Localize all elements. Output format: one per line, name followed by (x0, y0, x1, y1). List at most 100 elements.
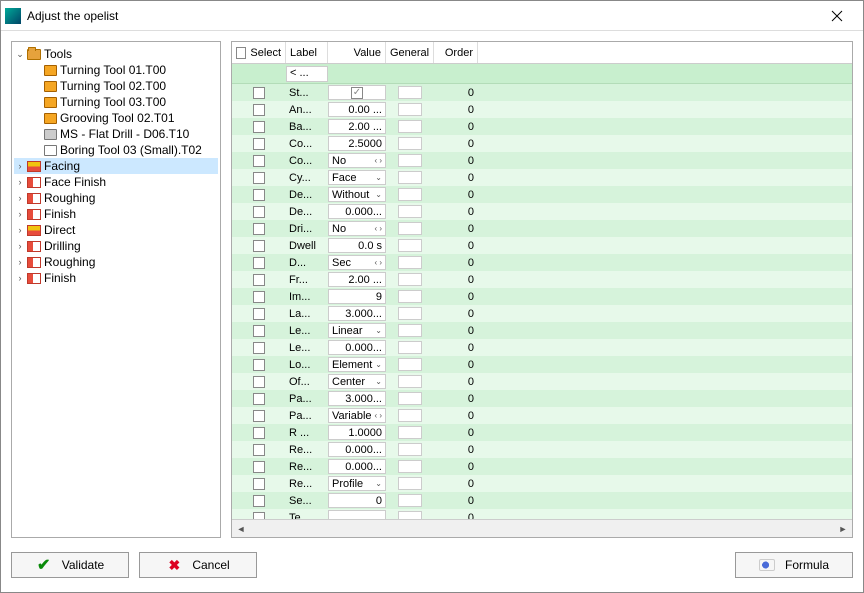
general-field[interactable] (398, 290, 422, 303)
row-checkbox[interactable] (253, 376, 265, 388)
cancel-button[interactable]: ✖ Cancel (139, 552, 257, 578)
row-value[interactable]: No‹ › (328, 221, 386, 236)
row-checkbox[interactable] (253, 325, 265, 337)
row-value[interactable]: 0.000... (328, 340, 386, 355)
general-field[interactable] (398, 188, 422, 201)
chevron-down-icon[interactable]: ⌄ (375, 360, 382, 369)
general-field[interactable] (398, 392, 422, 405)
row-value[interactable]: 0.00 ... (328, 102, 386, 117)
tree-node[interactable]: ›Roughing (14, 190, 218, 206)
chevron-down-icon[interactable]: ⌄ (375, 326, 382, 335)
toprow-label[interactable]: < ... (286, 66, 328, 82)
general-field[interactable] (398, 222, 422, 235)
select-all-checkbox[interactable] (236, 47, 246, 59)
chevron-down-icon[interactable]: ⌄ (375, 173, 382, 182)
spin-icon[interactable]: ‹ › (374, 258, 382, 267)
general-field[interactable] (398, 239, 422, 252)
row-value[interactable]: No‹ › (328, 153, 386, 168)
scroll-right-icon[interactable]: ► (834, 524, 852, 534)
row-checkbox[interactable] (253, 444, 265, 456)
close-button[interactable] (815, 2, 859, 30)
general-field[interactable] (398, 477, 422, 490)
general-field[interactable] (398, 494, 422, 507)
col-label[interactable]: Label (286, 42, 328, 63)
general-field[interactable] (398, 409, 422, 422)
general-field[interactable] (398, 154, 422, 167)
tree-node[interactable]: MS - Flat Drill - D06.T10 (14, 126, 218, 142)
col-select[interactable]: Select (232, 42, 286, 63)
tree-node[interactable]: ›Facing (14, 158, 218, 174)
row-value[interactable]: Element⌄ (328, 357, 386, 372)
general-field[interactable] (398, 120, 422, 133)
grid-body[interactable]: < ...St...0An...0.00 ...0Ba...2.00 ...0C… (232, 64, 852, 519)
col-general[interactable]: General (386, 42, 434, 63)
row-checkbox[interactable] (253, 172, 265, 184)
tree-node[interactable]: Turning Tool 02.T00 (14, 78, 218, 94)
row-checkbox[interactable] (253, 461, 265, 473)
row-checkbox[interactable] (253, 291, 265, 303)
general-field[interactable] (398, 358, 422, 371)
row-checkbox[interactable] (253, 189, 265, 201)
tree-node[interactable]: ›Drilling (14, 238, 218, 254)
row-value[interactable]: 3.000... (328, 391, 386, 406)
general-field[interactable] (398, 511, 422, 519)
tree-node[interactable]: ›Roughing (14, 254, 218, 270)
row-value[interactable] (328, 510, 386, 519)
tree-node[interactable]: Grooving Tool 02.T01 (14, 110, 218, 126)
general-field[interactable] (398, 103, 422, 116)
row-value[interactable]: Center⌄ (328, 374, 386, 389)
general-field[interactable] (398, 324, 422, 337)
general-field[interactable] (398, 375, 422, 388)
row-checkbox[interactable] (253, 495, 265, 507)
validate-button[interactable]: ✔ Validate (11, 552, 129, 578)
scroll-left-icon[interactable]: ◄ (232, 524, 250, 534)
row-checkbox[interactable] (253, 274, 265, 286)
tree-node[interactable]: Turning Tool 03.T00 (14, 94, 218, 110)
row-value[interactable]: 2.00 ... (328, 119, 386, 134)
tree-node[interactable]: ›Finish (14, 206, 218, 222)
row-checkbox[interactable] (253, 121, 265, 133)
row-checkbox[interactable] (253, 206, 265, 218)
general-field[interactable] (398, 137, 422, 150)
col-value[interactable]: Value (328, 42, 386, 63)
general-field[interactable] (398, 171, 422, 184)
row-value[interactable]: 9 (328, 289, 386, 304)
tree-node[interactable]: Boring Tool 03 (Small).T02 (14, 142, 218, 158)
row-value[interactable]: 2.00 ... (328, 272, 386, 287)
row-checkbox[interactable] (253, 257, 265, 269)
row-checkbox[interactable] (253, 155, 265, 167)
tree-node[interactable]: Turning Tool 01.T00 (14, 62, 218, 78)
row-checkbox[interactable] (253, 308, 265, 320)
row-value[interactable]: Sec‹ › (328, 255, 386, 270)
row-value[interactable]: 2.5000 (328, 136, 386, 151)
tree-node[interactable]: ›Direct (14, 222, 218, 238)
row-checkbox[interactable] (253, 342, 265, 354)
general-field[interactable] (398, 256, 422, 269)
chevron-down-icon[interactable]: ⌄ (375, 377, 382, 386)
row-checkbox[interactable] (253, 87, 265, 99)
spin-icon[interactable]: ‹ › (374, 156, 382, 165)
row-value[interactable]: 3.000... (328, 306, 386, 321)
row-checkbox[interactable] (253, 478, 265, 490)
general-field[interactable] (398, 273, 422, 286)
row-checkbox[interactable] (253, 427, 265, 439)
chevron-down-icon[interactable]: ⌄ (375, 190, 382, 199)
row-checkbox[interactable] (253, 104, 265, 116)
row-value[interactable]: 0.000... (328, 442, 386, 457)
col-order[interactable]: Order (434, 42, 478, 63)
row-value[interactable]: 0.000... (328, 204, 386, 219)
general-field[interactable] (398, 205, 422, 218)
row-value[interactable]: Face⌄ (328, 170, 386, 185)
spin-icon[interactable]: ‹ › (374, 224, 382, 233)
row-checkbox[interactable] (253, 410, 265, 422)
row-checkbox[interactable] (253, 223, 265, 235)
horizontal-scrollbar[interactable]: ◄ ► (232, 519, 852, 537)
expander-icon[interactable]: ⌄ (14, 46, 26, 62)
row-value[interactable]: 0 (328, 493, 386, 508)
formula-button[interactable]: Formula (735, 552, 853, 578)
row-checkbox[interactable] (253, 393, 265, 405)
row-checkbox[interactable] (253, 359, 265, 371)
general-field[interactable] (398, 460, 422, 473)
row-value[interactable]: Profile⌄ (328, 476, 386, 491)
general-field[interactable] (398, 86, 422, 99)
